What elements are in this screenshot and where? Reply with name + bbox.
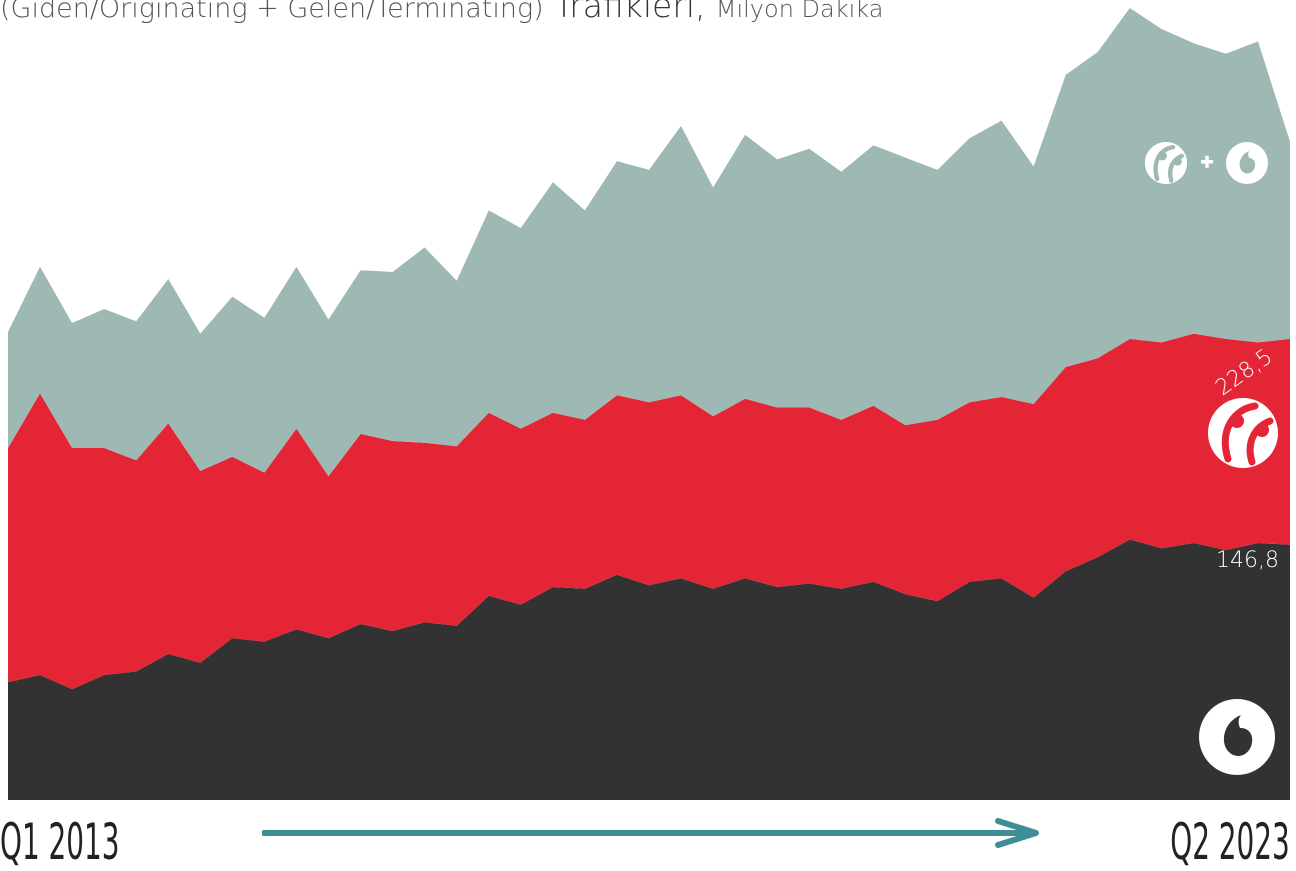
chart-title: (Giden/Originating + Gelen/Terminating) … — [0, 0, 883, 25]
timeline-arrow-head — [995, 818, 1039, 848]
vodafone-logo-icon — [1199, 699, 1275, 775]
title-main: Trafikleri, — [553, 0, 706, 25]
title-prefix: (Giden/Originating + Gelen/Terminating) — [0, 0, 544, 24]
end-label-combined: 375,4 — [1216, 11, 1279, 36]
title-unit: Milyon Dakika — [715, 0, 884, 23]
timeline-arrow — [262, 818, 1039, 848]
area-turkcell — [8, 333, 1290, 690]
vodafone-logo-icon — [1226, 142, 1268, 184]
chart-areas — [8, 8, 1290, 800]
turkcell-logo-icon — [1208, 398, 1278, 468]
turkcell-logo-icon — [1144, 141, 1188, 185]
area-vodafone — [8, 539, 1290, 800]
period-end-label: Q2 2023 — [1170, 813, 1290, 871]
period-start-label: Q1 2013 — [0, 813, 120, 871]
plus-icon — [1201, 155, 1213, 168]
end-label-vodafone: 146,8 — [1216, 548, 1279, 573]
area-combined — [8, 8, 1290, 477]
